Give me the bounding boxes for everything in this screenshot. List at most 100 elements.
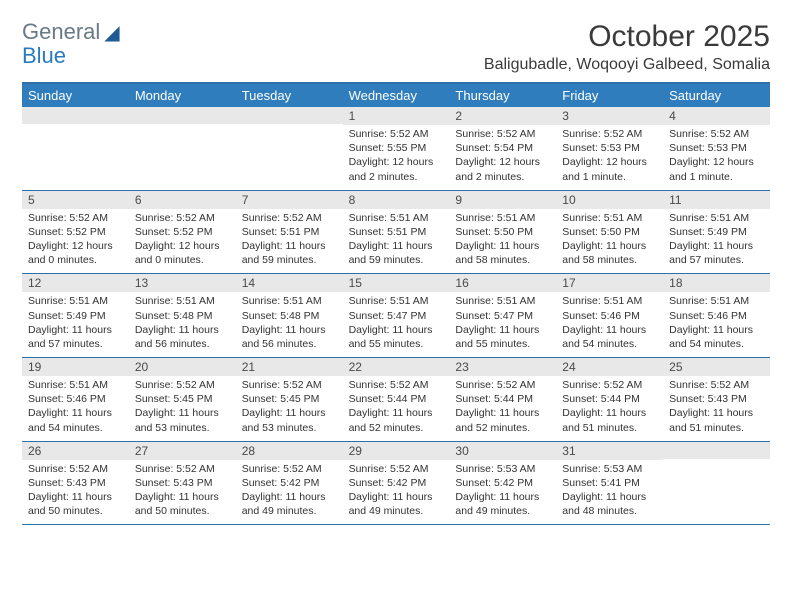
day-details: Sunrise: 5:53 AMSunset: 5:41 PMDaylight:… (556, 460, 663, 525)
day-details: Sunrise: 5:52 AMSunset: 5:54 PMDaylight:… (449, 125, 556, 190)
day-number: 24 (556, 358, 663, 376)
day-details: Sunrise: 5:51 AMSunset: 5:47 PMDaylight:… (343, 292, 450, 357)
dow-header: Thursday (449, 84, 556, 107)
day-number: 26 (22, 442, 129, 460)
day-number: 11 (663, 191, 770, 209)
week-row: 5Sunrise: 5:52 AMSunset: 5:52 PMDaylight… (22, 191, 770, 275)
dow-header: Saturday (663, 84, 770, 107)
calendar-cell: 16Sunrise: 5:51 AMSunset: 5:47 PMDayligh… (449, 274, 556, 357)
day-details: Sunrise: 5:52 AMSunset: 5:44 PMDaylight:… (556, 376, 663, 441)
day-details: Sunrise: 5:52 AMSunset: 5:53 PMDaylight:… (556, 125, 663, 190)
week-row: 12Sunrise: 5:51 AMSunset: 5:49 PMDayligh… (22, 274, 770, 358)
calendar-cell: 25Sunrise: 5:52 AMSunset: 5:43 PMDayligh… (663, 358, 770, 441)
calendar-cell: 15Sunrise: 5:51 AMSunset: 5:47 PMDayligh… (343, 274, 450, 357)
day-details: Sunrise: 5:51 AMSunset: 5:46 PMDaylight:… (556, 292, 663, 357)
day-number: 22 (343, 358, 450, 376)
calendar-cell: 19Sunrise: 5:51 AMSunset: 5:46 PMDayligh… (22, 358, 129, 441)
day-number (236, 107, 343, 124)
day-details: Sunrise: 5:52 AMSunset: 5:42 PMDaylight:… (343, 460, 450, 525)
day-details: Sunrise: 5:51 AMSunset: 5:46 PMDaylight:… (22, 376, 129, 441)
calendar-cell: 20Sunrise: 5:52 AMSunset: 5:45 PMDayligh… (129, 358, 236, 441)
week-row: 1Sunrise: 5:52 AMSunset: 5:55 PMDaylight… (22, 107, 770, 191)
calendar-cell (129, 107, 236, 190)
calendar-cell: 4Sunrise: 5:52 AMSunset: 5:53 PMDaylight… (663, 107, 770, 190)
day-number: 12 (22, 274, 129, 292)
calendar-cell: 11Sunrise: 5:51 AMSunset: 5:49 PMDayligh… (663, 191, 770, 274)
day-number: 3 (556, 107, 663, 125)
calendar-cell (22, 107, 129, 190)
calendar-cell: 24Sunrise: 5:52 AMSunset: 5:44 PMDayligh… (556, 358, 663, 441)
day-number: 27 (129, 442, 236, 460)
day-details: Sunrise: 5:51 AMSunset: 5:47 PMDaylight:… (449, 292, 556, 357)
calendar-cell: 1Sunrise: 5:52 AMSunset: 5:55 PMDaylight… (343, 107, 450, 190)
calendar-cell: 10Sunrise: 5:51 AMSunset: 5:50 PMDayligh… (556, 191, 663, 274)
day-details: Sunrise: 5:51 AMSunset: 5:48 PMDaylight:… (129, 292, 236, 357)
header: General◢ Blue October 2025 Baligubadle, … (22, 20, 770, 74)
dow-header: Sunday (22, 84, 129, 107)
title-block: October 2025 Baligubadle, Woqooyi Galbee… (484, 20, 770, 74)
calendar-cell: 3Sunrise: 5:52 AMSunset: 5:53 PMDaylight… (556, 107, 663, 190)
location-text: Baligubadle, Woqooyi Galbeed, Somalia (484, 56, 770, 74)
day-details: Sunrise: 5:51 AMSunset: 5:51 PMDaylight:… (343, 209, 450, 274)
calendar-cell: 13Sunrise: 5:51 AMSunset: 5:48 PMDayligh… (129, 274, 236, 357)
weeks-container: 1Sunrise: 5:52 AMSunset: 5:55 PMDaylight… (22, 107, 770, 525)
calendar-cell: 23Sunrise: 5:52 AMSunset: 5:44 PMDayligh… (449, 358, 556, 441)
day-details: Sunrise: 5:52 AMSunset: 5:43 PMDaylight:… (663, 376, 770, 441)
day-number (663, 442, 770, 459)
day-number (129, 107, 236, 124)
day-details: Sunrise: 5:52 AMSunset: 5:43 PMDaylight:… (22, 460, 129, 525)
day-details: Sunrise: 5:52 AMSunset: 5:51 PMDaylight:… (236, 209, 343, 274)
logo-text-blue: Blue (22, 45, 120, 67)
dow-header: Wednesday (343, 84, 450, 107)
day-details: Sunrise: 5:52 AMSunset: 5:52 PMDaylight:… (129, 209, 236, 274)
day-number: 23 (449, 358, 556, 376)
day-number: 6 (129, 191, 236, 209)
day-number: 1 (343, 107, 450, 125)
logo: General◢ Blue (22, 20, 120, 67)
day-details: Sunrise: 5:51 AMSunset: 5:49 PMDaylight:… (22, 292, 129, 357)
calendar-cell: 17Sunrise: 5:51 AMSunset: 5:46 PMDayligh… (556, 274, 663, 357)
day-details: Sunrise: 5:53 AMSunset: 5:42 PMDaylight:… (449, 460, 556, 525)
logo-text-general: General (22, 19, 100, 44)
calendar-cell: 30Sunrise: 5:53 AMSunset: 5:42 PMDayligh… (449, 442, 556, 525)
day-number: 18 (663, 274, 770, 292)
dow-header: Friday (556, 84, 663, 107)
calendar-cell: 18Sunrise: 5:51 AMSunset: 5:46 PMDayligh… (663, 274, 770, 357)
calendar-cell: 29Sunrise: 5:52 AMSunset: 5:42 PMDayligh… (343, 442, 450, 525)
day-details: Sunrise: 5:51 AMSunset: 5:46 PMDaylight:… (663, 292, 770, 357)
day-details: Sunrise: 5:52 AMSunset: 5:44 PMDaylight:… (449, 376, 556, 441)
day-number: 30 (449, 442, 556, 460)
day-number: 17 (556, 274, 663, 292)
day-number: 9 (449, 191, 556, 209)
day-details: Sunrise: 5:51 AMSunset: 5:48 PMDaylight:… (236, 292, 343, 357)
day-number: 25 (663, 358, 770, 376)
calendar-cell: 31Sunrise: 5:53 AMSunset: 5:41 PMDayligh… (556, 442, 663, 525)
dow-header: Tuesday (236, 84, 343, 107)
day-details: Sunrise: 5:51 AMSunset: 5:50 PMDaylight:… (556, 209, 663, 274)
dow-header: Monday (129, 84, 236, 107)
day-number: 19 (22, 358, 129, 376)
calendar-cell: 7Sunrise: 5:52 AMSunset: 5:51 PMDaylight… (236, 191, 343, 274)
day-details: Sunrise: 5:51 AMSunset: 5:49 PMDaylight:… (663, 209, 770, 274)
day-number: 29 (343, 442, 450, 460)
day-number: 28 (236, 442, 343, 460)
calendar-cell (236, 107, 343, 190)
calendar-cell: 9Sunrise: 5:51 AMSunset: 5:50 PMDaylight… (449, 191, 556, 274)
day-number (22, 107, 129, 124)
week-row: 26Sunrise: 5:52 AMSunset: 5:43 PMDayligh… (22, 442, 770, 526)
day-details: Sunrise: 5:52 AMSunset: 5:52 PMDaylight:… (22, 209, 129, 274)
calendar-cell: 8Sunrise: 5:51 AMSunset: 5:51 PMDaylight… (343, 191, 450, 274)
day-number: 4 (663, 107, 770, 125)
day-details: Sunrise: 5:52 AMSunset: 5:45 PMDaylight:… (236, 376, 343, 441)
calendar-cell: 2Sunrise: 5:52 AMSunset: 5:54 PMDaylight… (449, 107, 556, 190)
calendar-cell (663, 442, 770, 525)
day-number: 15 (343, 274, 450, 292)
calendar-cell: 5Sunrise: 5:52 AMSunset: 5:52 PMDaylight… (22, 191, 129, 274)
day-number: 13 (129, 274, 236, 292)
day-number: 7 (236, 191, 343, 209)
calendar-cell: 21Sunrise: 5:52 AMSunset: 5:45 PMDayligh… (236, 358, 343, 441)
day-number: 10 (556, 191, 663, 209)
calendar-cell: 12Sunrise: 5:51 AMSunset: 5:49 PMDayligh… (22, 274, 129, 357)
day-number: 5 (22, 191, 129, 209)
day-number: 20 (129, 358, 236, 376)
